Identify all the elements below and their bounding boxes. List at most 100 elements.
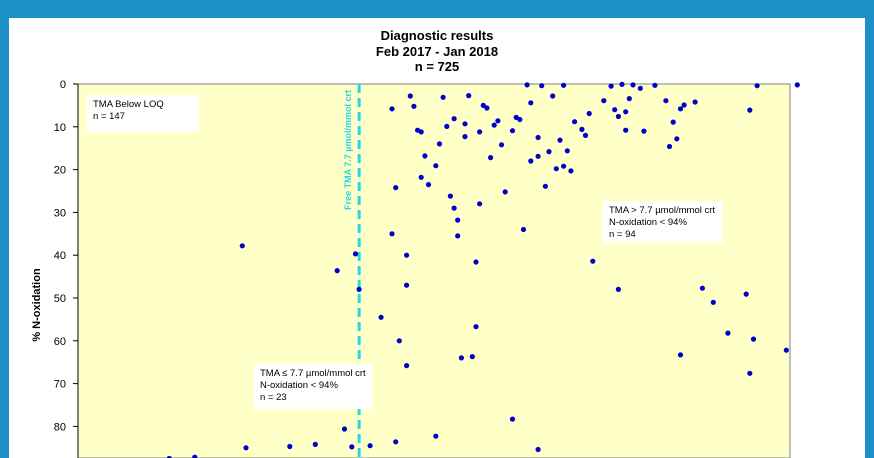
- data-point: [447, 193, 453, 199]
- data-point: [418, 174, 424, 180]
- data-point: [473, 324, 479, 330]
- data-point: [535, 134, 541, 141]
- data-point: [498, 142, 505, 148]
- data-point: [670, 119, 676, 125]
- data-point: [451, 205, 457, 211]
- data-point: [473, 259, 479, 265]
- data-point: [477, 129, 483, 135]
- data-point: [557, 137, 563, 143]
- data-point: [637, 85, 643, 91]
- data-point: [367, 443, 373, 449]
- data-point: [341, 426, 348, 432]
- y-tick-label: 50: [54, 293, 66, 305]
- data-point: [623, 127, 629, 133]
- data-point: [641, 128, 647, 134]
- annotation-line: TMA Below LOQ: [93, 99, 164, 110]
- data-point: [462, 121, 468, 127]
- y-tick-label: 30: [54, 207, 66, 219]
- data-point: [612, 107, 618, 113]
- data-point: [502, 189, 508, 195]
- data-point: [747, 107, 753, 113]
- data-point: [579, 126, 585, 132]
- data-point: [652, 82, 658, 88]
- data-point: [561, 163, 567, 169]
- annotation-low-tma: TMA ≤ 7.7 µmol/mmol crt N-oxidation < 94…: [254, 364, 372, 409]
- data-point: [553, 166, 559, 172]
- data-point: [794, 82, 800, 88]
- data-point: [334, 268, 340, 274]
- data-point: [747, 370, 753, 376]
- data-point: [590, 258, 596, 264]
- data-point: [509, 416, 516, 422]
- data-point: [484, 105, 490, 111]
- data-point: [535, 153, 541, 159]
- y-tick-label: 10: [54, 122, 66, 134]
- data-point: [393, 439, 399, 445]
- data-point: [623, 109, 629, 115]
- data-point: [466, 93, 472, 99]
- data-point: [192, 454, 198, 458]
- data-point: [568, 168, 574, 174]
- data-point: [615, 113, 622, 120]
- threshold-label: Free TMA 7.7 µmol/mmol crt: [343, 90, 353, 210]
- data-point: [349, 444, 355, 450]
- annotation-high-tma: TMA > 7.7 µmol/mmol crt N-oxidation < 94…: [603, 201, 723, 243]
- plot-area: [77, 83, 791, 458]
- data-point: [436, 141, 443, 147]
- annotation-line: TMA ≤ 7.7 µmol/mmol crt: [260, 368, 366, 379]
- chart-subtitle: Feb 2017 - Jan 2018: [375, 44, 499, 59]
- data-point: [535, 446, 541, 453]
- data-point: [469, 354, 475, 360]
- y-tick-label: 40: [54, 250, 66, 262]
- data-point: [458, 355, 464, 361]
- window-top-bar: [0, 0, 874, 18]
- data-point: [561, 82, 567, 88]
- annotation-line: N-oxidation < 94%: [609, 217, 687, 228]
- data-point: [239, 243, 245, 249]
- data-point: [509, 128, 516, 134]
- annotation-line: TMA > 7.7 µmol/mmol crt: [609, 205, 716, 216]
- data-point: [677, 106, 684, 112]
- data-point: [488, 155, 494, 161]
- annotation-line: N-oxidation < 94%: [260, 380, 338, 391]
- annotation-line: n = 147: [93, 111, 125, 122]
- data-point: [389, 231, 395, 237]
- data-point: [477, 201, 483, 207]
- data-point: [495, 118, 501, 124]
- data-point: [546, 149, 552, 155]
- y-tick-label: 60: [54, 336, 66, 348]
- data-point: [389, 106, 395, 112]
- data-point: [677, 352, 684, 358]
- y-tick-label: 70: [54, 379, 66, 391]
- y-tick-label: 80: [54, 421, 66, 433]
- data-point: [433, 433, 439, 439]
- data-point: [750, 336, 757, 342]
- data-point: [425, 182, 432, 188]
- data-point: [451, 116, 457, 122]
- data-point: [608, 83, 614, 89]
- data-point: [404, 363, 410, 369]
- data-point: [699, 285, 706, 291]
- data-point: [444, 123, 450, 129]
- data-point: [582, 132, 589, 138]
- data-point: [378, 314, 384, 320]
- y-tick-label: 0: [60, 79, 66, 91]
- y-axis: 0 10 20 30 40 50 60 70 80: [54, 79, 79, 458]
- data-point: [404, 282, 410, 288]
- data-point: [166, 455, 172, 458]
- data-point: [615, 286, 622, 292]
- chart-title: Diagnostic results: [380, 28, 494, 43]
- data-point: [396, 338, 402, 344]
- data-point: [287, 443, 293, 450]
- data-point: [393, 185, 399, 191]
- data-point: [619, 81, 625, 87]
- data-point: [517, 116, 523, 123]
- data-point: [407, 93, 413, 99]
- data-point: [542, 183, 549, 189]
- data-point: [564, 148, 570, 154]
- data-point: [674, 136, 680, 142]
- data-point: [550, 93, 556, 99]
- data-point: [630, 82, 636, 88]
- data-point: [455, 217, 461, 223]
